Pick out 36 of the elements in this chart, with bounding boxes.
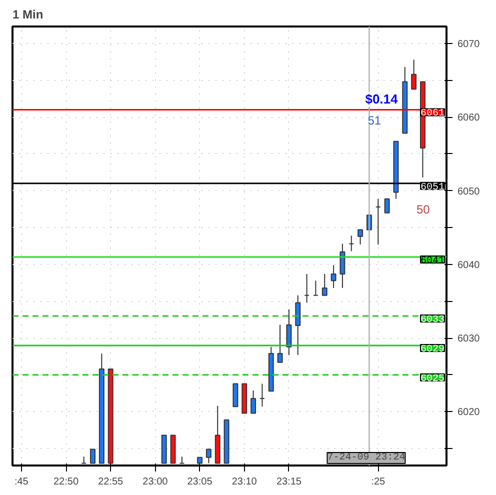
x-tick-label: 22:55 — [98, 476, 124, 488]
y-tick-label: 6040 — [458, 260, 480, 271]
ref-line-label: 6051 — [420, 182, 445, 194]
y-tick-label: 6070 — [458, 38, 480, 50]
candlestick — [259, 383, 265, 408]
annotation: 50 — [416, 202, 430, 216]
y-tick-label: 6030 — [458, 334, 480, 345]
annotation: 51 — [368, 114, 382, 128]
candlestick — [286, 308, 292, 356]
candlestick — [312, 280, 318, 296]
y-tick-label: 6050 — [458, 186, 480, 198]
candlestick — [304, 273, 310, 304]
x-tick-label: 23:15 — [276, 476, 302, 488]
candlestick — [322, 273, 328, 296]
candlestick — [330, 264, 336, 288]
x-tick-label: :45 — [14, 476, 29, 488]
candlestick — [348, 235, 354, 252]
candlestick — [232, 383, 238, 408]
y-tick-label: 6020 — [458, 407, 480, 418]
candlestick — [411, 59, 417, 90]
x-tick-label: 23:00 — [142, 476, 168, 488]
x-tick-label: :25 — [371, 476, 386, 488]
y-tick-label: 6060 — [458, 112, 480, 124]
candlestick — [358, 229, 364, 246]
annotation: $0.14 — [365, 92, 399, 107]
candlestick — [206, 448, 212, 464]
candlestick — [250, 390, 256, 414]
candlestick — [277, 324, 283, 363]
x-tick-label: 23:10 — [232, 476, 258, 488]
candlestick — [340, 243, 346, 288]
candlestick — [295, 294, 301, 356]
candlestick — [384, 198, 390, 214]
candlestick — [375, 198, 381, 246]
x-tick-label: 23:05 — [187, 476, 213, 488]
x-tick-label: 22:50 — [53, 476, 79, 488]
chart-title: 1 Min — [12, 8, 44, 22]
